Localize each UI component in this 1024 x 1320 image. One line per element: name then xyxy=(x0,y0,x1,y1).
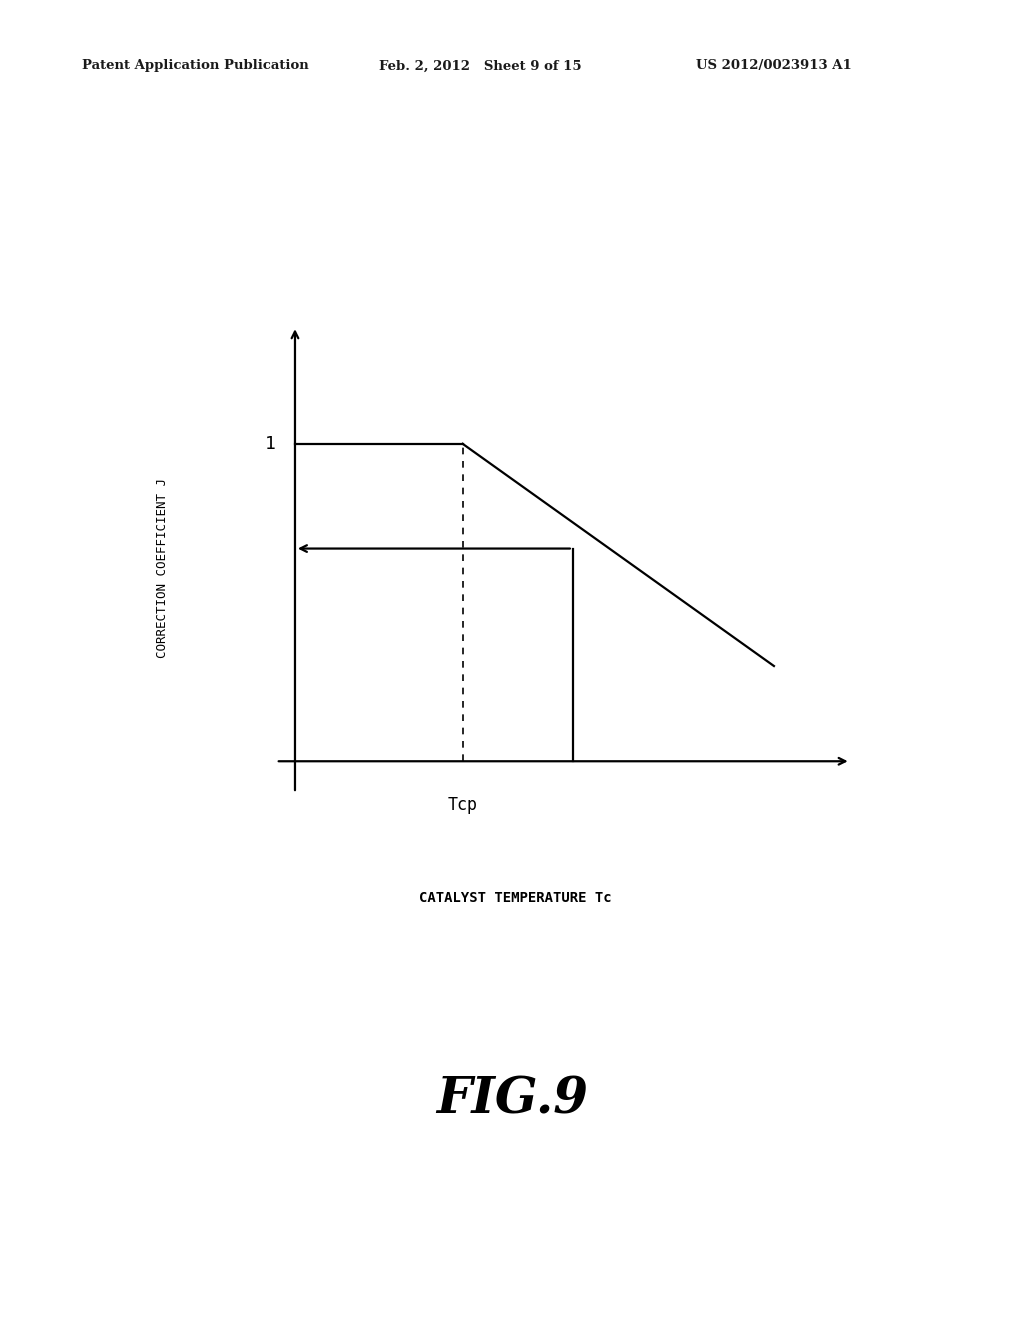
Text: US 2012/0023913 A1: US 2012/0023913 A1 xyxy=(696,59,852,73)
Text: Tcp: Tcp xyxy=(447,796,477,814)
Text: CATALYST TEMPERATURE Tc: CATALYST TEMPERATURE Tc xyxy=(420,891,612,906)
Text: Feb. 2, 2012   Sheet 9 of 15: Feb. 2, 2012 Sheet 9 of 15 xyxy=(379,59,582,73)
Text: 1: 1 xyxy=(265,434,275,453)
Text: FIG.9: FIG.9 xyxy=(436,1076,588,1125)
Text: CORRECTION COEFFICIENT J: CORRECTION COEFFICIENT J xyxy=(156,478,169,657)
Text: Patent Application Publication: Patent Application Publication xyxy=(82,59,308,73)
